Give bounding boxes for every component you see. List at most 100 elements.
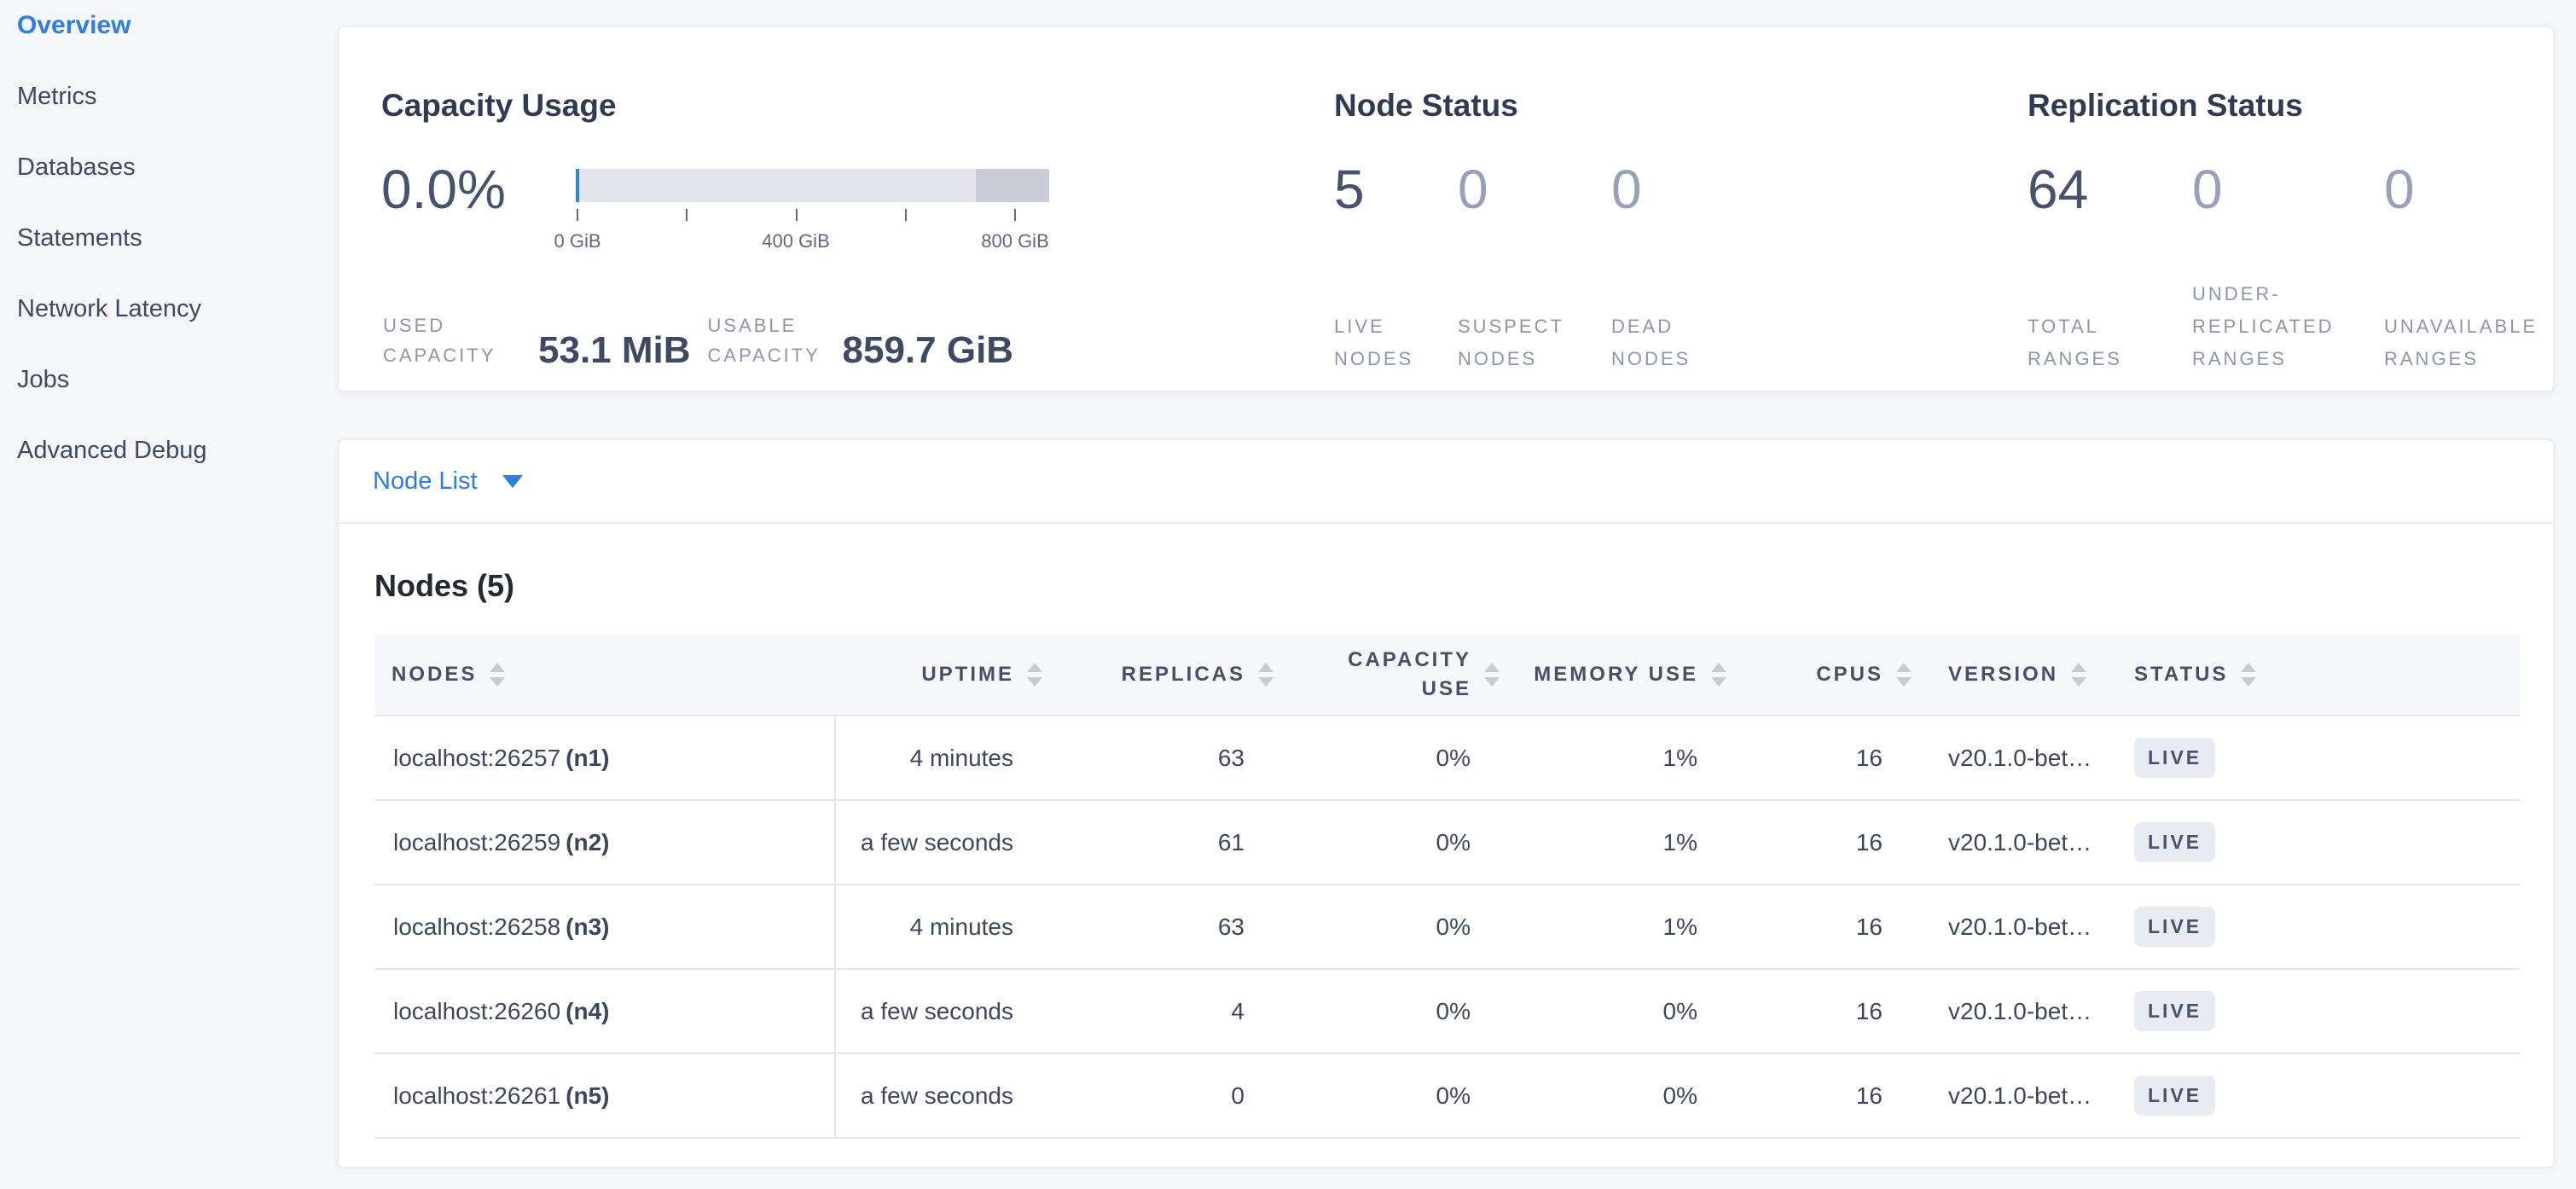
node-list-dropdown[interactable]: Node List [373,467,523,496]
stat-value: 64 [2028,159,2089,220]
column-header[interactable]: REPLICAS [1047,663,1279,687]
cell-status: LIVE [2129,907,2520,947]
stat: 0 UNDER-REPLICATED RANGES [2192,160,2384,375]
sort-icon [1896,663,1912,687]
node-list-header: Node List [339,440,2553,524]
column-header[interactable]: STATUS [2129,663,2520,687]
stat-label: SUSPECT NODES [1458,316,1564,369]
stat: 0 SUSPECT NODES [1458,160,1611,375]
cell-uptime: 4 minutes [909,744,1013,771]
sidebar-item[interactable]: Overview [17,11,131,39]
capacity-usage-section: Capacity Usage 0.0% 0 GiB 400 GiB 800 Gi… [381,27,1362,391]
nodes-column-divider [834,716,836,1139]
stat-value: 0 [2384,159,2415,220]
capacity-usage-title: Capacity Usage [381,88,617,123]
stat-value: 0 [1458,159,1488,220]
cell-version: v20.1.0-bet… [1948,997,2092,1024]
table-row: localhost:26261 (n5) a few seconds 0 0% 0… [374,1054,2520,1139]
cell-status: LIVE [2129,991,2520,1031]
column-header-label: NODES [392,663,478,686]
column-header-label: REPLICAS [1121,663,1245,686]
node-status-title: Node Status [1334,88,1518,123]
cell-uptime: 4 minutes [909,913,1013,940]
stat-value: 0 [2192,159,2223,220]
gauge-tick [686,209,688,221]
cell-capacity-use: 0% [1436,913,1471,940]
sidebar: Overview Metrics Databases Statements Ne… [0,0,337,1189]
cell-uptime: a few seconds [861,997,1013,1024]
cell-version: v20.1.0-bet… [1948,1082,2092,1109]
cell-version: v20.1.0-bet… [1948,913,2092,940]
cell-node-name[interactable]: localhost:26261 (n5) [393,1082,610,1109]
column-header[interactable]: NODES [374,663,834,687]
nodes-table-body: localhost:26257 (n1) 4 minutes 63 0% 1% 1… [374,716,2520,1139]
replication-status-stats: 64 TOTAL RANGES 0 UNDER-REPLICATED RANGE… [2028,159,2535,375]
cell-memory-use: 0% [1662,997,1697,1024]
stat-label: UNAVAILABLE RANGES [2384,316,2538,369]
cell-replicas: 63 [1217,913,1244,940]
stat: 5 LIVE NODES [1334,160,1458,375]
cell-status: LIVE [2129,1076,2520,1116]
cell-status: LIVE [2129,822,2520,862]
cluster-summary-card: Capacity Usage 0.0% 0 GiB 400 GiB 800 Gi… [337,26,2555,392]
table-row: localhost:26258 (n3) 4 minutes 63 0% 1% 1… [374,885,2520,970]
column-header[interactable]: VERSION [1917,663,2129,687]
usable-capacity-value: 859.7 GiB [842,329,1014,371]
column-header-label: UPTIME [921,663,1014,686]
sort-icon [1711,663,1726,687]
column-header[interactable]: CPUS [1732,663,1917,687]
sort-icon [2071,663,2087,687]
table-row: localhost:26260 (n4) a few seconds 4 0% 0… [374,970,2520,1054]
stat-label: LIVE NODES [1334,316,1414,369]
stat-value: 5 [1334,159,1365,220]
cell-memory-use: 1% [1662,744,1697,771]
stat: 64 TOTAL RANGES [2028,160,2192,375]
stat: 0 UNAVAILABLE RANGES [2384,159,2535,375]
sidebar-item[interactable]: Jobs [17,366,70,393]
cell-status: LIVE [2129,738,2520,778]
column-header-label: CPUS [1816,663,1883,686]
sort-icon [1027,663,1042,687]
cell-node-name[interactable]: localhost:26257 (n1) [393,744,610,771]
node-list-card: Node List Nodes (5) NODES UPTIME [337,438,2555,1169]
capacity-stats: USED CAPACITY 53.1 MiB USABLE CAPACITY 8… [383,310,1013,370]
sort-icon [490,663,506,687]
gauge-tick [905,209,907,221]
cell-replicas: 0 [1231,1082,1244,1109]
column-header[interactable]: MEMORY USE [1505,663,1732,687]
sidebar-item[interactable]: Databases [17,154,136,181]
cell-version: v20.1.0-bet… [1948,828,2092,856]
node-list-dropdown-label: Node List [373,467,478,495]
column-header-label: STATUS [2134,663,2229,686]
caret-down-icon [502,474,523,488]
sidebar-item[interactable]: Statements [17,224,142,252]
usable-capacity-label: USABLE CAPACITY [707,315,821,366]
table-row: localhost:26259 (n2) a few seconds 61 0% … [374,801,2520,885]
sidebar-item[interactable]: Advanced Debug [17,437,207,464]
nodes-count-heading: Nodes (5) [374,568,515,603]
column-header[interactable]: CAPACITY USE [1279,646,1505,704]
node-status-section: Node Status 5 LIVE NODES 0 SUSPECT NODES… [1334,27,1999,391]
capacity-percent: 0.0% [381,159,506,220]
column-header[interactable]: UPTIME [834,663,1047,687]
gauge-tick-label: 800 GiB [981,230,1049,252]
sidebar-item[interactable]: Network Latency [17,295,201,322]
cell-node-name[interactable]: localhost:26258 (n3) [393,913,610,940]
cell-uptime: a few seconds [861,828,1013,856]
cell-capacity-use: 0% [1436,997,1471,1024]
cell-version: v20.1.0-bet… [1948,744,2092,771]
cell-cpus: 16 [1855,744,1883,771]
cell-cpus: 16 [1855,913,1883,940]
status-badge: LIVE [2134,991,2216,1031]
capacity-gauge-reserved-segment [976,169,1049,202]
cell-memory-use: 1% [1662,828,1697,856]
cell-node-name[interactable]: localhost:26260 (n4) [393,997,610,1024]
status-badge: LIVE [2134,907,2216,947]
cell-replicas: 61 [1217,828,1244,856]
sidebar-item[interactable]: Metrics [17,83,97,110]
cell-node-name[interactable]: localhost:26259 (n2) [393,828,610,856]
stat-label: TOTAL RANGES [2028,316,2122,369]
gauge-tick-label: 400 GiB [762,230,830,252]
status-badge: LIVE [2134,738,2216,778]
